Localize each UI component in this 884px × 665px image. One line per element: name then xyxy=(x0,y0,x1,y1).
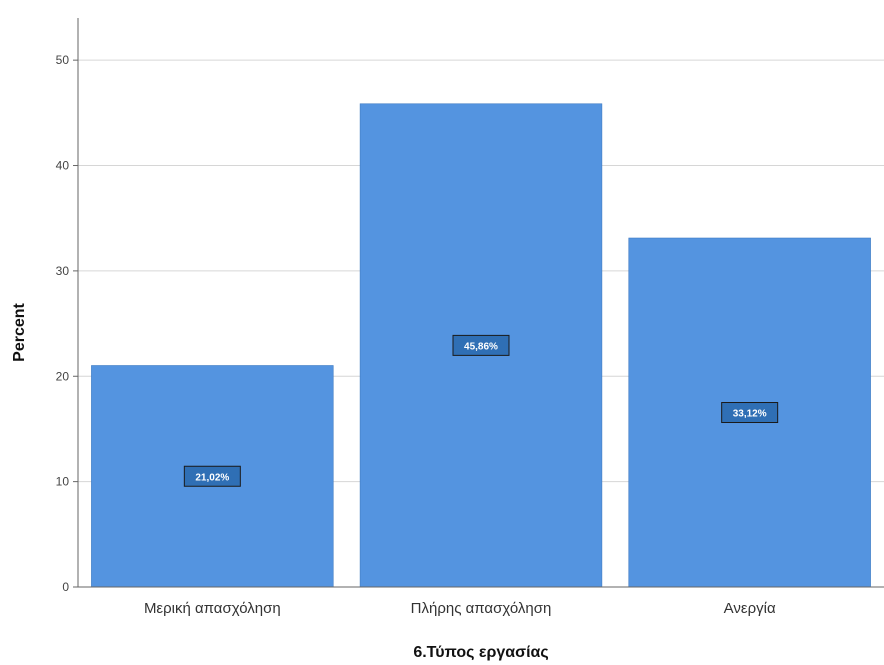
data-label-box xyxy=(721,402,779,424)
y-tick-label: 40 xyxy=(56,159,70,173)
x-tick-labels: Μερική απασχόληση Πλήρης απασχόληση Ανεργί… xyxy=(144,600,776,617)
x-tick-label: Πλήρης απασχόληση xyxy=(411,600,552,617)
x-tick-label: Μερική απασχόληση xyxy=(144,600,281,617)
data-labels: 21,02% 45,86% 33,12% xyxy=(183,334,779,487)
data-label: 33,12% xyxy=(733,409,767,420)
bars xyxy=(91,103,871,588)
y-tick-label: 30 xyxy=(56,264,70,278)
y-tick-labels: 0 10 20 30 40 50 xyxy=(56,53,78,594)
y-tick-label: 50 xyxy=(56,53,70,67)
data-label-box xyxy=(452,334,510,356)
y-tick-label: 20 xyxy=(56,369,70,383)
y-axis-title: Percent xyxy=(11,302,28,361)
data-label: 45,86% xyxy=(464,341,498,352)
axes xyxy=(77,18,884,588)
x-axis-title: 6.Τύπος εργασίας xyxy=(413,644,548,661)
y-tick-label: 10 xyxy=(56,475,70,489)
x-tick-label: Ανεργία xyxy=(724,600,776,617)
data-label: 21,02% xyxy=(195,472,229,483)
data-label-box xyxy=(183,465,241,487)
y-tick-label: 0 xyxy=(62,580,69,594)
